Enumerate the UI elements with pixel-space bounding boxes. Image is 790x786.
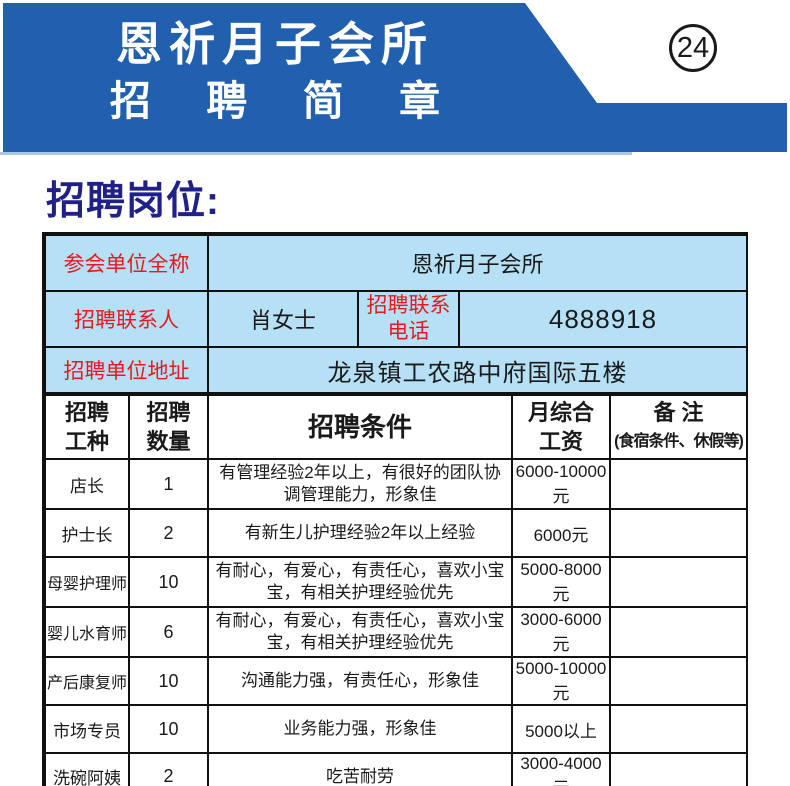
job-title: 产后康复师 — [44, 656, 130, 706]
phone-label-line2: 电话 — [387, 320, 430, 343]
job-title: 店长 — [44, 458, 130, 510]
job-count: 2 — [128, 752, 209, 786]
company-row: 参会单位全称 恩祈月子会所 — [44, 234, 748, 292]
job-conditions: 沟通能力强，有责任心，形象佳 — [207, 656, 513, 706]
contact-row: 招聘联系人 肖女士 招聘联系 电话 4888918 — [44, 290, 748, 348]
job-salary: 5000-8000元 — [511, 556, 611, 608]
job-remark — [609, 458, 748, 510]
table-row: 母婴护理师 10 有耐心，有爱心，有责任心，喜欢小宝宝，有相关护理经验优先 50… — [44, 556, 748, 608]
job-salary: 3000-4000元 — [511, 752, 611, 786]
job-conditions: 有耐心，有爱心，有责任心，喜欢小宝宝，有相关护理经验优先 — [207, 556, 513, 608]
job-remark — [609, 752, 748, 786]
job-salary: 3000-6000元 — [511, 606, 611, 658]
address-row: 招聘单位地址 龙泉镇工农路中府国际五楼 — [44, 346, 748, 394]
banner-accent-strip — [0, 152, 632, 155]
job-remark — [609, 606, 748, 658]
job-conditions: 业务能力强，形象佳 — [207, 704, 513, 754]
table-row: 产后康复师 10 沟通能力强，有责任心，形象佳 5000-10000元 — [44, 656, 748, 706]
job-count: 1 — [128, 458, 209, 510]
company-name-value: 恩祈月子会所 — [207, 234, 748, 292]
page-number-badge: 24 — [669, 24, 717, 72]
job-title: 护士长 — [44, 508, 130, 558]
company-name-label: 参会单位全称 — [44, 234, 209, 292]
phone-value: 4888918 — [458, 290, 748, 348]
job-conditions: 有耐心，有爱心，有责任心，喜欢小宝宝，有相关护理经验优先 — [207, 606, 513, 658]
job-count: 10 — [128, 556, 209, 608]
job-salary: 6000元 — [511, 508, 611, 558]
contact-value: 肖女士 — [207, 290, 359, 348]
company-info-table: 参会单位全称 恩祈月子会所 招聘联系人 肖女士 招聘联系 电话 4888918 … — [44, 234, 748, 394]
job-remark — [609, 704, 748, 754]
job-count: 10 — [128, 656, 209, 706]
job-remark — [609, 508, 748, 558]
header-headcount: 招聘 数量 — [128, 394, 209, 460]
job-remark — [609, 656, 748, 706]
job-remark — [609, 556, 748, 608]
section-title: 招聘岗位: — [46, 180, 220, 223]
table-row: 市场专员 10 业务能力强，形象佳 5000以上 — [44, 704, 748, 754]
table-row: 婴儿水育师 6 有耐心，有爱心，有责任心，喜欢小宝宝，有相关护理经验优先 300… — [44, 606, 748, 658]
company-title: 恩祈月子会所 — [116, 18, 434, 70]
job-count: 10 — [128, 704, 209, 754]
jobs-table: 招聘 工种 招聘 数量 招聘条件 月综合 工资 备 注 (食宿条件、休假等) — [44, 394, 748, 786]
job-title: 洗碗阿姨 — [44, 752, 130, 786]
job-title: 母婴护理师 — [44, 556, 130, 608]
header-conditions: 招聘条件 — [207, 394, 513, 460]
job-conditions: 吃苦耐劳 — [207, 752, 513, 786]
contact-label: 招聘联系人 — [44, 290, 209, 348]
job-title: 婴儿水育师 — [44, 606, 130, 658]
table-row: 店长 1 有管理经验2年以上，有很好的团队协调管理能力，形象佳 6000-100… — [44, 458, 748, 510]
header-job-type: 招聘 工种 — [44, 394, 130, 460]
job-conditions: 有管理经验2年以上，有很好的团队协调管理能力，形象佳 — [207, 458, 513, 510]
job-title: 市场专员 — [44, 704, 130, 754]
table-row: 护士长 2 有新生儿护理经验2年以上经验 6000元 — [44, 508, 748, 558]
phone-label: 招聘联系 电话 — [357, 290, 460, 348]
job-count: 2 — [128, 508, 209, 558]
header-remark: 备 注 (食宿条件、休假等) — [609, 394, 748, 460]
job-salary: 5000以上 — [511, 704, 611, 754]
jobs-header-row: 招聘 工种 招聘 数量 招聘条件 月综合 工资 备 注 (食宿条件、休假等) — [44, 394, 748, 460]
job-salary: 5000-10000元 — [511, 656, 611, 706]
address-value: 龙泉镇工农路中府国际五楼 — [207, 346, 748, 394]
header-salary: 月综合 工资 — [511, 394, 611, 460]
flyer-subtitle: 招 聘 简 章 — [109, 78, 463, 124]
job-salary: 6000-10000元 — [511, 458, 611, 510]
address-label: 招聘单位地址 — [44, 346, 209, 394]
table-row: 洗碗阿姨 2 吃苦耐劳 3000-4000元 — [44, 752, 748, 786]
phone-label-line1: 招聘联系 — [366, 294, 451, 317]
job-count: 6 — [128, 606, 209, 658]
recruitment-table: 参会单位全称 恩祈月子会所 招聘联系人 肖女士 招聘联系 电话 4888918 … — [42, 232, 748, 786]
job-conditions: 有新生儿护理经验2年以上经验 — [207, 508, 513, 558]
